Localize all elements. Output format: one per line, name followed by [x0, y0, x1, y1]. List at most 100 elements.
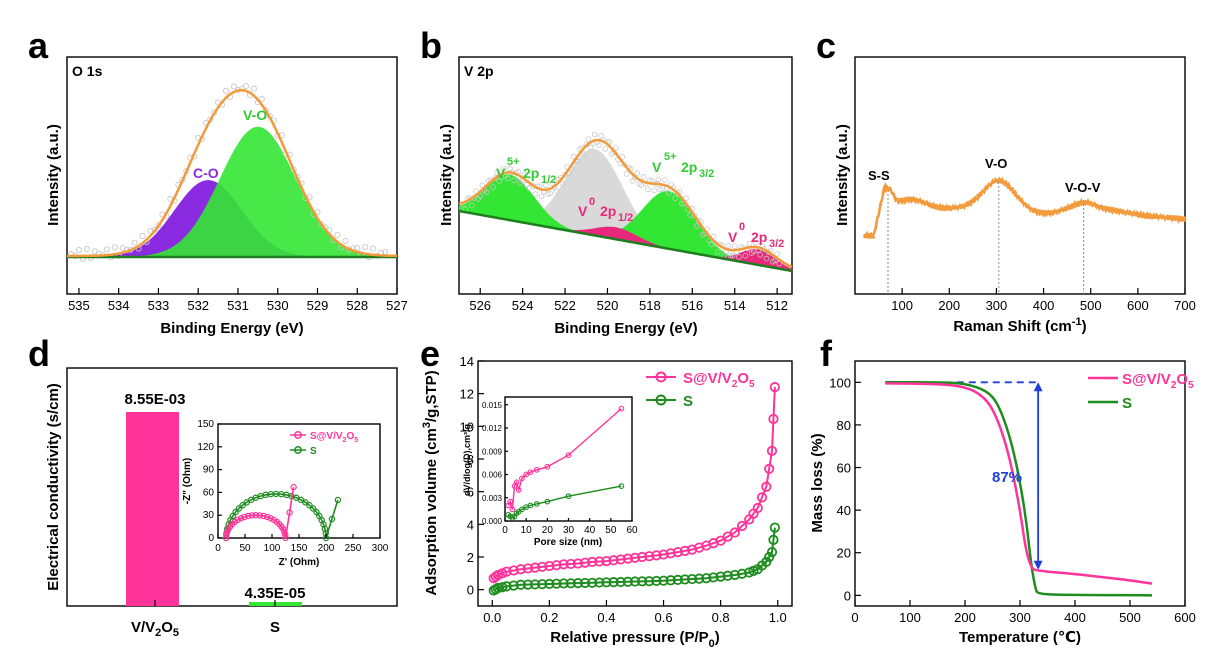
isotherm-point	[756, 492, 768, 503]
raw-data-point	[1061, 208, 1064, 212]
s-s-peak-label: S-S	[868, 168, 890, 183]
x-tick-label: 0.2	[540, 610, 558, 625]
y-tick-label: 0.000	[482, 517, 503, 526]
raw-data-point	[1028, 205, 1031, 209]
isotherm-point	[769, 522, 780, 533]
raw-data-point	[1016, 196, 1019, 200]
isotherm-point	[694, 573, 705, 584]
v-o-peak-fill	[67, 126, 397, 257]
y-tick-label: 30	[203, 510, 215, 521]
raw-data-point	[1150, 216, 1154, 220]
panel-a: a O 1s C-O V-O 535 534 533 532 531 530 529 528 5…	[28, 25, 408, 337]
x-tick-label: 400	[1033, 298, 1055, 313]
legend-marker	[294, 446, 302, 454]
eis-s-series	[222, 490, 342, 542]
x-tick-label: 522	[554, 298, 576, 313]
eis-s-point	[309, 505, 317, 512]
x-tick-label: 10	[521, 525, 533, 536]
raw-data-point	[547, 190, 554, 197]
x-tick-label: 527	[386, 298, 408, 313]
raw-data-point	[988, 183, 991, 186]
raw-data-point	[75, 247, 82, 254]
pore-point	[507, 498, 514, 505]
x-tick-label: 300	[986, 298, 1008, 313]
panel-b-title: V 2p	[464, 63, 494, 79]
raw-data-point	[757, 251, 763, 258]
raw-data-point	[1004, 184, 1008, 187]
raw-data-point	[1122, 209, 1126, 213]
isotherm-point	[637, 576, 648, 587]
raw-data-point	[881, 192, 885, 196]
raw-data-point	[863, 235, 866, 239]
isotherm-point	[515, 579, 526, 590]
v-o-v-peak-label: V-O-V	[1065, 180, 1101, 195]
isotherm-point	[701, 573, 712, 584]
legend-marker	[655, 394, 667, 406]
raw-data-point	[980, 189, 984, 193]
eis-s-point	[334, 496, 342, 504]
y-tick-label: 0	[208, 533, 214, 544]
isotherm-point	[572, 578, 584, 589]
raw-data-point	[1183, 216, 1187, 220]
isotherm-point	[651, 575, 662, 587]
eis-p-point	[256, 512, 263, 519]
raw-data-point	[666, 190, 672, 196]
raw-data-point	[687, 212, 693, 218]
isotherm-point	[551, 560, 562, 571]
eis-p-point	[286, 509, 293, 516]
isotherm-point	[537, 561, 548, 572]
raw-data-point	[999, 181, 1003, 184]
isotherm-point	[715, 571, 726, 582]
isotherm-point	[722, 570, 733, 581]
raw-data-point	[1127, 211, 1130, 215]
raw-data-point	[1176, 215, 1180, 218]
raw-data-point	[222, 87, 230, 94]
raw-data-point	[1009, 188, 1012, 192]
raw-data-point	[995, 180, 998, 183]
raw-data-point	[874, 225, 878, 229]
eis-s-point	[239, 502, 246, 509]
y-axis-label: Mass loss (%)	[809, 433, 826, 532]
isotherm-point	[644, 551, 655, 562]
raw-data-point	[1138, 215, 1142, 218]
raw-data-point	[1037, 209, 1041, 212]
raw-data-point	[1131, 213, 1135, 216]
raw-data-point	[1157, 216, 1161, 219]
y-tick-label: 100	[829, 375, 851, 390]
x-category-v-v2o5: V/V2O5	[131, 619, 179, 639]
x-tick-label: 518	[639, 298, 661, 313]
x-axis-ticks: 535 534 533 532 531 530 529 528 527	[68, 288, 408, 313]
raw-data-point	[976, 193, 979, 197]
raw-data-point	[1006, 186, 1010, 190]
eis-p-point	[252, 512, 259, 519]
eis-s-point	[302, 499, 309, 506]
raw-data-point	[621, 161, 628, 168]
isotherm-point	[708, 538, 719, 549]
isotherm-point	[490, 584, 501, 595]
y-tick-label: 60	[837, 461, 851, 476]
raw-data-point	[477, 193, 484, 199]
x-tick-label: 512	[766, 298, 788, 313]
raw-data-point	[1002, 182, 1005, 185]
y-tick-label: 10	[460, 419, 474, 434]
isotherm-point	[748, 508, 759, 519]
x-tick-label: 0.6	[655, 610, 673, 625]
isotherm-point	[694, 542, 705, 553]
tga-s-v-v2o5-line	[884, 382, 1153, 585]
y-tick-label: 2	[467, 550, 474, 565]
y-axis-label: Electrical conductivity (s/cm)	[45, 383, 62, 591]
raw-data-point	[886, 186, 890, 190]
isotherm-point	[587, 577, 598, 588]
raw-data-point	[1058, 209, 1062, 212]
raw-data-point	[898, 198, 902, 201]
raw-data-point	[729, 252, 736, 259]
isotherm-point	[658, 549, 669, 560]
y-tick-label: 80	[837, 418, 851, 433]
raw-data-point	[938, 208, 942, 211]
raw-data-point	[581, 151, 587, 157]
isotherm-point	[729, 569, 741, 581]
raw-data-point	[962, 203, 965, 207]
raw-data-point	[877, 214, 880, 218]
baseline-line	[458, 209, 793, 273]
isotherm-point	[529, 579, 541, 590]
